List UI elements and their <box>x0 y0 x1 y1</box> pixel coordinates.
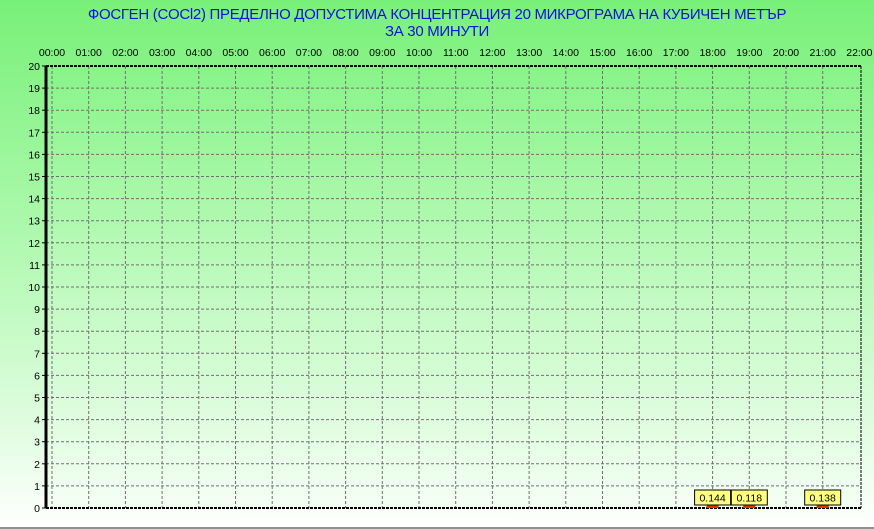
y-tick-label: 16 <box>28 149 40 161</box>
x-tick-label: 15:00 <box>589 47 615 59</box>
x-tick-label: 09:00 <box>369 47 395 59</box>
chart-title: ФОСГЕН (COCl2) ПРЕДЕЛНО ДОПУСТИМА КОНЦЕН… <box>87 6 787 23</box>
y-tick-label: 12 <box>28 238 40 250</box>
x-tick-label: 08:00 <box>332 47 358 59</box>
chart-subtitle: ЗА 30 МИНУТИ <box>384 23 490 40</box>
x-tick-label: 11:00 <box>443 47 469 59</box>
y-tick-label: 5 <box>34 393 40 405</box>
x-tick-label: 19:00 <box>736 47 762 59</box>
y-tick-label: 9 <box>34 304 40 316</box>
y-tick-label: 3 <box>34 437 40 449</box>
data-label: 0.144 <box>699 493 725 505</box>
y-tick-label: 7 <box>34 348 40 360</box>
y-tick-label: 19 <box>28 83 40 95</box>
bar <box>706 504 719 508</box>
y-tick-label: 10 <box>28 282 40 294</box>
data-label: 0.138 <box>810 493 836 505</box>
y-tick-label: 18 <box>28 105 40 117</box>
y-tick-label: 6 <box>34 370 40 382</box>
x-tick-label: 13:00 <box>516 47 542 59</box>
bar <box>743 505 756 508</box>
data-label-box <box>694 489 732 506</box>
y-tick-label: 15 <box>28 172 40 184</box>
data-label-box <box>804 489 842 506</box>
x-tick-label: 04:00 <box>186 47 212 59</box>
y-tick-label: 1 <box>34 481 40 493</box>
x-tick-label: 07:00 <box>296 47 322 59</box>
y-tick-label: 14 <box>28 194 40 206</box>
x-tick-label: 22:00 <box>846 47 872 59</box>
x-tick-label: 18:00 <box>699 47 725 59</box>
y-tick-label: 20 <box>28 61 40 73</box>
y-tick-label: 4 <box>34 415 40 427</box>
y-tick-label: 17 <box>28 127 40 139</box>
x-tick-label: 12:00 <box>479 47 505 59</box>
data-label: 0.118 <box>737 493 763 505</box>
y-tick-label: 8 <box>34 326 40 338</box>
x-tick-label: 16:00 <box>626 47 652 59</box>
x-tick-label: 14:00 <box>553 47 579 59</box>
data-label-box <box>730 489 768 506</box>
y-tick-label: 13 <box>28 216 40 228</box>
y-tick-label: 0 <box>34 503 40 515</box>
x-tick-label: 03:00 <box>149 47 175 59</box>
x-tick-label: 01:00 <box>76 47 102 59</box>
x-tick-label: 17:00 <box>663 47 689 59</box>
x-tick-label: 05:00 <box>222 47 248 59</box>
y-tick-label: 2 <box>34 459 40 471</box>
x-tick-label: 20:00 <box>773 47 799 59</box>
x-tick-label: 21:00 <box>810 47 836 59</box>
y-tick-label: 11 <box>29 260 40 272</box>
x-tick-label: 06:00 <box>259 47 285 59</box>
x-tick-label: 10:00 <box>406 47 432 59</box>
x-tick-label: 02:00 <box>112 47 138 59</box>
x-tick-label: 00:00 <box>39 47 65 59</box>
bar <box>816 504 829 508</box>
